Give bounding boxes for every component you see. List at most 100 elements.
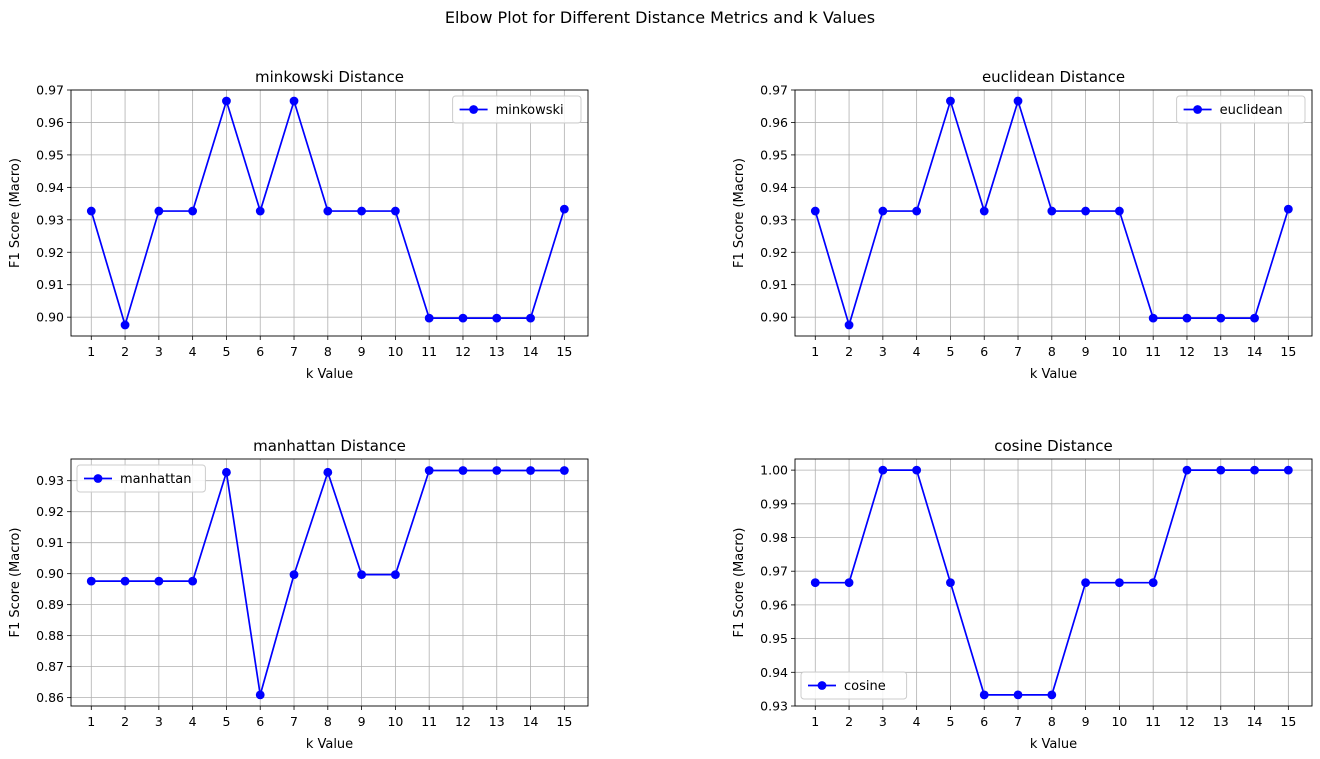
data-point bbox=[559, 204, 569, 214]
x-tick-label: 6 bbox=[256, 344, 264, 359]
subplot-title: euclidean Distance bbox=[982, 68, 1125, 86]
data-point bbox=[289, 96, 299, 106]
data-point bbox=[1283, 204, 1293, 214]
y-tick-label: 0.94 bbox=[36, 180, 64, 195]
y-tick-label: 0.86 bbox=[36, 690, 64, 705]
y-tick-label: 0.96 bbox=[760, 597, 788, 612]
legend-box bbox=[1176, 95, 1306, 124]
x-tick-label: 7 bbox=[1014, 344, 1022, 359]
data-point bbox=[255, 206, 265, 216]
data-point bbox=[1013, 690, 1023, 700]
legend-marker bbox=[93, 474, 103, 483]
x-tick-label: 2 bbox=[121, 714, 129, 729]
data-point bbox=[222, 96, 231, 106]
x-tick-label: 11 bbox=[1145, 714, 1161, 729]
legend-label: euclidean bbox=[1220, 103, 1283, 118]
y-tick-label: 0.95 bbox=[36, 147, 64, 162]
data-point bbox=[1047, 206, 1057, 216]
data-point bbox=[154, 576, 164, 586]
subplot-1: 1 2 3 4 5 6 7 8 9 10 11 12 13 14 150.900.910.920.930.9… bbox=[8, 68, 589, 382]
y-tick-label: 0.93 bbox=[36, 473, 64, 488]
x-tick-label: 7 bbox=[1014, 714, 1022, 729]
y-tick-label: 0.97 bbox=[760, 564, 788, 579]
y-tick-label: 0.95 bbox=[760, 631, 788, 646]
y-tick-label: 0.87 bbox=[36, 659, 64, 674]
data-point bbox=[1081, 578, 1091, 588]
legend-label: minkowski bbox=[496, 103, 564, 118]
subplot-2: 1 2 3 4 5 6 7 8 9 10 11 12 13 14 150.900.910.920.930.9… bbox=[732, 68, 1313, 382]
subplot-4: 1 2 3 4 5 6 7 8 9 10 11 12 13 14 150.930.940.950.960.9… bbox=[732, 437, 1313, 752]
x-tick-label: 4 bbox=[913, 714, 921, 729]
y-tick-label: 0.96 bbox=[760, 115, 788, 130]
data-point bbox=[222, 467, 231, 477]
x-tick-label: 3 bbox=[155, 714, 163, 729]
y-tick-label: 0.94 bbox=[760, 180, 788, 195]
y-tick-label: 0.92 bbox=[36, 245, 64, 260]
x-axis-label: k Value bbox=[1030, 737, 1077, 752]
y-axis-label: F1 Score (Macro) bbox=[732, 528, 747, 638]
plot-frame bbox=[794, 89, 1313, 337]
data-point bbox=[492, 313, 502, 323]
x-tick-label: 13 bbox=[489, 344, 505, 359]
data-point bbox=[357, 206, 367, 216]
x-tick-label: 15 bbox=[556, 344, 572, 359]
y-tick-label: 0.96 bbox=[36, 115, 64, 130]
x-tick-label: 3 bbox=[155, 344, 163, 359]
data-point bbox=[1148, 313, 1158, 323]
plot-frame bbox=[794, 458, 1313, 707]
subplot-title: cosine Distance bbox=[994, 437, 1113, 455]
y-tick-label: 0.97 bbox=[36, 83, 64, 98]
y-tick-label: 0.90 bbox=[760, 310, 788, 325]
y-axis-label: F1 Score (Macro) bbox=[8, 528, 23, 638]
legend-box bbox=[452, 95, 582, 124]
data-point bbox=[1081, 206, 1091, 216]
y-tick-label: 0.91 bbox=[760, 277, 788, 292]
legend: euclidean bbox=[1176, 95, 1306, 124]
y-tick-label: 0.95 bbox=[760, 147, 788, 162]
subplot-title: manhattan Distance bbox=[253, 437, 406, 455]
data-point bbox=[86, 206, 96, 216]
x-axis-label: k Value bbox=[1030, 367, 1077, 382]
x-tick-label: 13 bbox=[1213, 714, 1229, 729]
x-tick-label: 13 bbox=[489, 714, 505, 729]
data-point bbox=[912, 465, 922, 475]
x-tick-label: 15 bbox=[1280, 714, 1296, 729]
data-point bbox=[1013, 96, 1023, 106]
data-point bbox=[810, 578, 820, 588]
plot-area bbox=[71, 459, 588, 706]
y-tick-label: 0.93 bbox=[36, 212, 64, 227]
x-tick-label: 1 bbox=[811, 344, 819, 359]
legend-box bbox=[800, 671, 908, 700]
x-tick-label: 8 bbox=[324, 714, 332, 729]
data-point bbox=[188, 576, 198, 586]
data-point bbox=[86, 576, 96, 586]
x-tick-label: 14 bbox=[1247, 714, 1263, 729]
x-tick-label: 3 bbox=[879, 344, 887, 359]
y-axis-label: F1 Score (Macro) bbox=[732, 158, 747, 268]
x-tick-label: 14 bbox=[523, 714, 539, 729]
y-tick-label: 0.94 bbox=[760, 665, 788, 680]
x-tick-label: 5 bbox=[946, 344, 954, 359]
data-point bbox=[120, 320, 130, 330]
x-tick-label: 2 bbox=[845, 714, 853, 729]
x-tick-label: 4 bbox=[189, 714, 197, 729]
data-point bbox=[526, 466, 535, 475]
legend: manhattan bbox=[76, 464, 206, 493]
y-tick-label: 0.88 bbox=[36, 628, 64, 643]
legend-box bbox=[76, 464, 206, 493]
data-point bbox=[946, 578, 955, 588]
y-tick-label: 0.97 bbox=[760, 83, 788, 98]
x-tick-label: 12 bbox=[455, 344, 471, 359]
x-tick-label: 8 bbox=[1048, 714, 1056, 729]
y-tick-label: 0.91 bbox=[36, 535, 64, 550]
x-tick-label: 3 bbox=[879, 714, 887, 729]
x-tick-label: 9 bbox=[358, 344, 366, 359]
x-tick-label: 10 bbox=[387, 344, 403, 359]
data-point bbox=[188, 206, 198, 216]
data-point bbox=[1250, 313, 1259, 323]
data-point bbox=[526, 313, 535, 323]
data-point bbox=[878, 206, 888, 216]
y-tick-label: 0.92 bbox=[760, 245, 788, 260]
legend: cosine bbox=[800, 671, 908, 700]
legend-marker bbox=[469, 105, 478, 114]
